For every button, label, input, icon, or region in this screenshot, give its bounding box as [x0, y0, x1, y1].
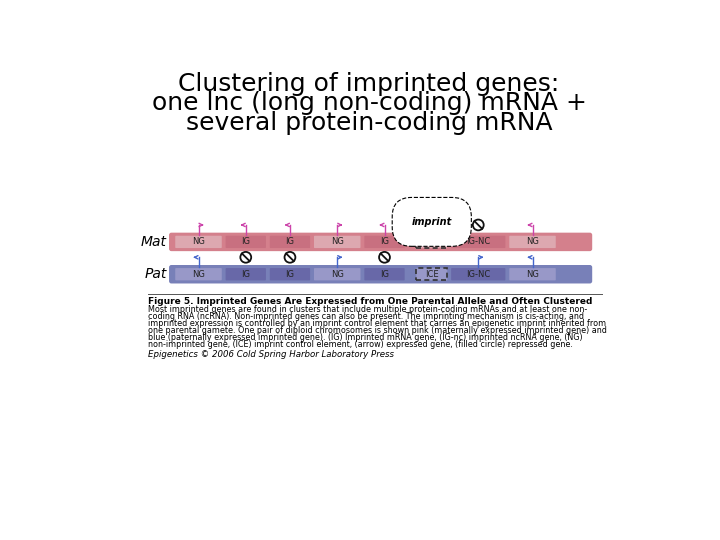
Text: NG: NG	[330, 270, 343, 279]
Text: imprint: imprint	[412, 217, 452, 227]
Text: one parental gamete. One pair of diploid chromosomes is shown pink (maternally e: one parental gamete. One pair of diploid…	[148, 326, 607, 335]
FancyBboxPatch shape	[270, 236, 310, 248]
Text: IG: IG	[380, 238, 389, 246]
Text: ICE: ICE	[425, 238, 438, 246]
FancyBboxPatch shape	[509, 268, 556, 280]
Text: Most imprinted genes are found in clusters that include multiple protein-coding : Most imprinted genes are found in cluste…	[148, 305, 588, 314]
FancyBboxPatch shape	[416, 236, 447, 248]
Text: IG-NC: IG-NC	[466, 238, 490, 246]
Text: IG: IG	[241, 270, 251, 279]
Text: IG: IG	[241, 238, 251, 246]
Text: Mat: Mat	[140, 235, 167, 249]
FancyBboxPatch shape	[364, 268, 405, 280]
Bar	[416, 268, 447, 280]
FancyBboxPatch shape	[169, 265, 593, 284]
Text: several protein-coding mRNA: several protein-coding mRNA	[186, 111, 552, 134]
Bar	[416, 236, 447, 248]
FancyBboxPatch shape	[225, 236, 266, 248]
Text: Epigenetics © 2006 Cold Spring Harbor Laboratory Press: Epigenetics © 2006 Cold Spring Harbor La…	[148, 350, 394, 359]
Text: Clustering of imprinted genes:: Clustering of imprinted genes:	[179, 72, 559, 96]
FancyBboxPatch shape	[225, 268, 266, 280]
FancyBboxPatch shape	[416, 268, 447, 280]
Text: Figure 5. Imprinted Genes Are Expressed from One Parental Allele and Often Clust: Figure 5. Imprinted Genes Are Expressed …	[148, 296, 593, 306]
Text: NG: NG	[526, 270, 539, 279]
Text: blue (paternally expressed imprinted gene). (IG) Imprinted mRNA gene, (IG-nc) im: blue (paternally expressed imprinted gen…	[148, 333, 582, 342]
Text: IG: IG	[380, 270, 389, 279]
FancyBboxPatch shape	[169, 233, 593, 251]
Text: IG-NC: IG-NC	[466, 270, 490, 279]
Text: non-imprinted gene, (ICE) imprint control element, (arrow) expressed gene, (fill: non-imprinted gene, (ICE) imprint contro…	[148, 340, 573, 349]
Text: NG: NG	[526, 238, 539, 246]
Text: ICE: ICE	[425, 270, 438, 279]
FancyBboxPatch shape	[509, 236, 556, 248]
Text: coding RNA (ncRNA). Non-imprinted genes can also be present. The imprinting mech: coding RNA (ncRNA). Non-imprinted genes …	[148, 312, 584, 321]
FancyBboxPatch shape	[364, 236, 405, 248]
Text: NG: NG	[192, 238, 205, 246]
FancyBboxPatch shape	[451, 268, 505, 280]
FancyBboxPatch shape	[314, 236, 361, 248]
Text: NG: NG	[330, 238, 343, 246]
FancyBboxPatch shape	[175, 268, 222, 280]
FancyBboxPatch shape	[314, 268, 361, 280]
FancyBboxPatch shape	[175, 236, 222, 248]
Text: imprinted expression is controlled by an imprint control element that carries an: imprinted expression is controlled by an…	[148, 319, 606, 328]
Text: IG: IG	[285, 238, 294, 246]
FancyBboxPatch shape	[451, 236, 505, 248]
Text: one lnc (long non-coding) mRNA +: one lnc (long non-coding) mRNA +	[152, 91, 586, 116]
Text: IG: IG	[285, 270, 294, 279]
Text: NG: NG	[192, 270, 205, 279]
FancyBboxPatch shape	[270, 268, 310, 280]
Text: Pat: Pat	[144, 267, 167, 281]
